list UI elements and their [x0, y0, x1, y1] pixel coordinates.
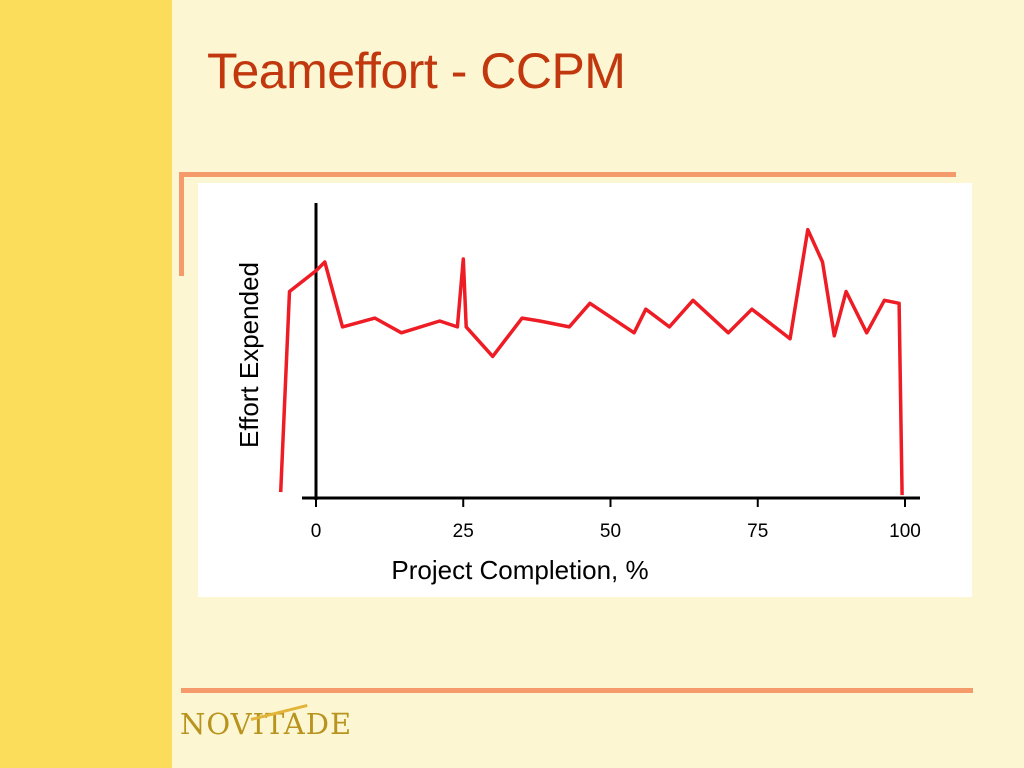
x-ticks: 0 25 50 75 100	[311, 498, 921, 542]
novitade-logo: NOVITADE	[180, 707, 353, 741]
x-tick-label: 50	[600, 521, 621, 542]
x-tick-label: 100	[889, 521, 921, 542]
slide-title: Teameffort - CCPM	[207, 43, 626, 99]
top-rule	[179, 172, 956, 177]
y-axis-label: Effort Expended	[234, 262, 264, 448]
x-tick-label: 0	[311, 521, 322, 542]
x-tick-label: 75	[747, 521, 768, 542]
top-rule-vertical	[179, 172, 184, 276]
sidebar-stripe	[0, 0, 172, 768]
effort-chart: 0 25 50 75 100 Project Completion, % Effort …	[234, 203, 921, 585]
chart-panel: 0 25 50 75 100 Project Completion, % Effort …	[198, 183, 972, 597]
effort-line	[278, 227, 904, 496]
x-axis-label: Project Completion, %	[391, 555, 648, 585]
x-tick-label: 25	[453, 521, 474, 542]
bottom-rule	[181, 688, 973, 693]
